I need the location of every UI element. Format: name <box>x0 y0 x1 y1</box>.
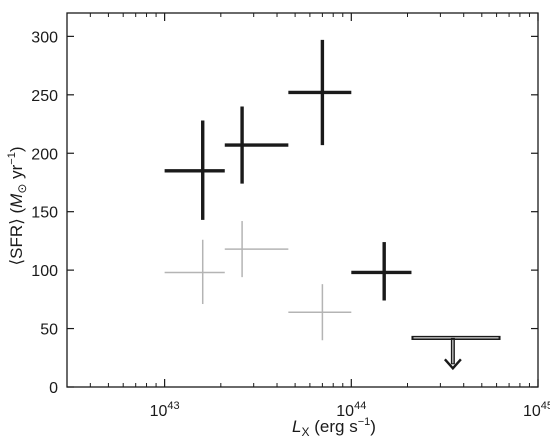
x-axis-title: LX (erg s−1) <box>292 416 376 439</box>
data-point <box>224 106 289 184</box>
y-tick-label: 300 <box>31 29 58 46</box>
plot-frame <box>66 12 539 388</box>
y-tick-label: 150 <box>31 205 58 222</box>
upper-limit-arrowhead <box>443 358 462 371</box>
data-point <box>164 120 225 220</box>
data-point <box>351 242 412 301</box>
plot-marks <box>164 39 501 371</box>
x-tick-label: 1045 <box>523 400 550 420</box>
x-tick-label: 1043 <box>150 400 180 420</box>
y-tick-label: 100 <box>31 263 58 280</box>
y-tick-label: 0 <box>49 380 58 397</box>
y-tick-label: 200 <box>31 146 58 163</box>
data-point <box>288 284 352 341</box>
y-tick-label: 250 <box>31 88 58 105</box>
x-tick-label: 1044 <box>336 400 366 420</box>
y-axis-title: ⟨SFR⟩ (M⊙ yr−1) <box>6 147 29 266</box>
data-point <box>164 239 225 305</box>
data-point <box>224 221 289 278</box>
y-tick-label: 50 <box>40 322 58 339</box>
upper-limit-point <box>411 335 501 371</box>
data-point <box>288 39 352 146</box>
axis-ticks: 0 50 100 150 200 250 300 1043 1044 1045 <box>31 13 550 420</box>
